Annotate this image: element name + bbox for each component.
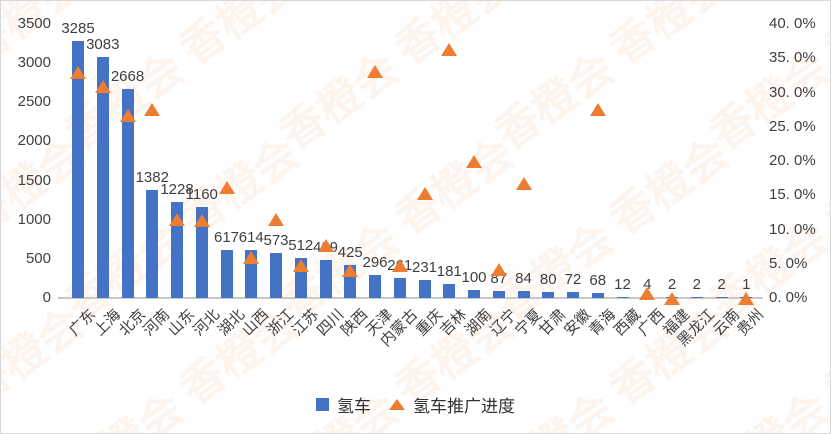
- bar: [591, 292, 604, 298]
- bar-value-label: 614: [238, 228, 264, 246]
- bar: [146, 189, 159, 298]
- progress-triangle-marker: [738, 291, 755, 305]
- progress-triangle-marker: [639, 286, 656, 300]
- left-axis-tick: 0: [42, 289, 51, 306]
- legend: 氢车 氢车推广进度: [1, 392, 830, 417]
- progress-triangle-marker: [391, 259, 408, 273]
- bar-value-label: 4: [643, 276, 652, 293]
- bar-value-label: 84: [515, 270, 532, 288]
- progress-triangle-marker: [589, 103, 606, 117]
- bar: [270, 253, 282, 298]
- right-axis-tick: 10. 0%: [769, 220, 816, 238]
- right-axis-tick: 40. 0%: [769, 15, 816, 32]
- x-axis-category-label: 贵州: [734, 306, 768, 340]
- left-axis-tick: 1500: [17, 171, 51, 189]
- bar-value-label: 1382: [135, 168, 169, 186]
- left-axis-tick: 3500: [17, 15, 51, 32]
- progress-triangle-marker: [94, 79, 111, 93]
- bar-value-label: 80: [539, 270, 557, 288]
- bar: [690, 297, 703, 298]
- bar: [468, 290, 480, 298]
- legend-item-progress: 氢车推广进度: [389, 392, 515, 417]
- bar: [715, 297, 728, 298]
- bar-value-label: 2668: [110, 68, 145, 86]
- progress-triangle-marker: [169, 212, 185, 226]
- left-axis-tick: 500: [25, 249, 51, 267]
- right-axis-tick: 15. 0%: [769, 186, 816, 204]
- bar: [418, 279, 431, 298]
- bar-value-label: 2: [717, 276, 726, 293]
- bar-value-label: 2: [692, 276, 701, 293]
- bar-value-label: 1: [742, 276, 751, 293]
- bar: [616, 297, 629, 298]
- right-axis-tick: 0. 0%: [769, 289, 808, 306]
- bar: [171, 201, 183, 298]
- left-axis-tick: 1000: [17, 210, 51, 228]
- left-axis-tick: 2500: [17, 93, 51, 111]
- progress-triangle-marker: [268, 212, 284, 226]
- bar-value-label: 2: [667, 276, 677, 293]
- bar: [220, 249, 233, 298]
- bar: [443, 283, 456, 298]
- bar-value-label: 573: [263, 232, 289, 250]
- bar: [195, 207, 208, 298]
- bar-value-label: 12: [614, 276, 631, 293]
- bar: [517, 291, 530, 298]
- bar: [121, 89, 134, 298]
- bar: [542, 291, 555, 298]
- progress-triangle-marker: [193, 214, 210, 228]
- bar: [492, 291, 505, 298]
- legend-bars-label: 氢车: [337, 397, 371, 416]
- x-axis-line: [58, 297, 763, 299]
- legend-item-bars: 氢车: [316, 392, 371, 417]
- progress-triangle-marker: [466, 154, 482, 168]
- progress-triangle-marker: [292, 258, 309, 272]
- progress-triangle-marker: [367, 65, 383, 79]
- progress-triangle-marker: [70, 66, 86, 80]
- bar: [319, 259, 332, 298]
- right-axis-tick: 20. 0%: [769, 152, 816, 169]
- bar-value-label: 425: [337, 243, 363, 261]
- progress-triangle-marker: [416, 186, 433, 200]
- progress-triangle-marker: [218, 181, 235, 195]
- bar-value-label: 72: [564, 271, 582, 289]
- bar-value-label: 1160: [185, 186, 218, 204]
- progress-triangle-marker: [664, 291, 680, 305]
- bar-value-label: 3083: [86, 35, 120, 53]
- bar-series-swatch-icon: [316, 398, 329, 411]
- progress-triangle-marker: [515, 177, 532, 191]
- bar-value-label: 100: [461, 269, 487, 287]
- bar-value-label: 3285: [61, 19, 95, 37]
- bar: [96, 56, 109, 298]
- bar-value-label: 68: [589, 271, 607, 289]
- legend-progress-label: 氢车推广进度: [413, 397, 515, 416]
- right-axis-tick: 25. 0%: [769, 117, 816, 135]
- triangle-marker-icon: [389, 399, 405, 410]
- progress-triangle-marker: [441, 42, 458, 56]
- bar: [72, 40, 84, 298]
- bar-value-label: 231: [411, 258, 438, 276]
- progress-triangle-marker: [119, 109, 136, 123]
- right-axis-tick: 30. 0%: [769, 83, 816, 101]
- bar-value-label: 181: [436, 262, 462, 280]
- progress-triangle-marker: [144, 103, 161, 117]
- bar-value-label: 1228: [160, 180, 194, 198]
- right-axis-tick: 35. 0%: [769, 49, 816, 67]
- bar: [393, 277, 406, 298]
- bar-value-label: 296: [362, 253, 388, 271]
- bar-value-label: 617: [213, 228, 240, 246]
- bar-value-label: 512: [288, 236, 314, 254]
- progress-triangle-marker: [342, 264, 359, 278]
- bar: [567, 292, 579, 298]
- progress-triangle-marker: [243, 251, 260, 265]
- progress-triangle-marker: [317, 239, 334, 253]
- bar: [369, 274, 381, 298]
- right-axis-tick: 5. 0%: [769, 254, 808, 272]
- left-axis-tick: 2000: [17, 132, 51, 150]
- left-axis-tick: 3000: [17, 54, 51, 72]
- progress-triangle-marker: [490, 262, 507, 276]
